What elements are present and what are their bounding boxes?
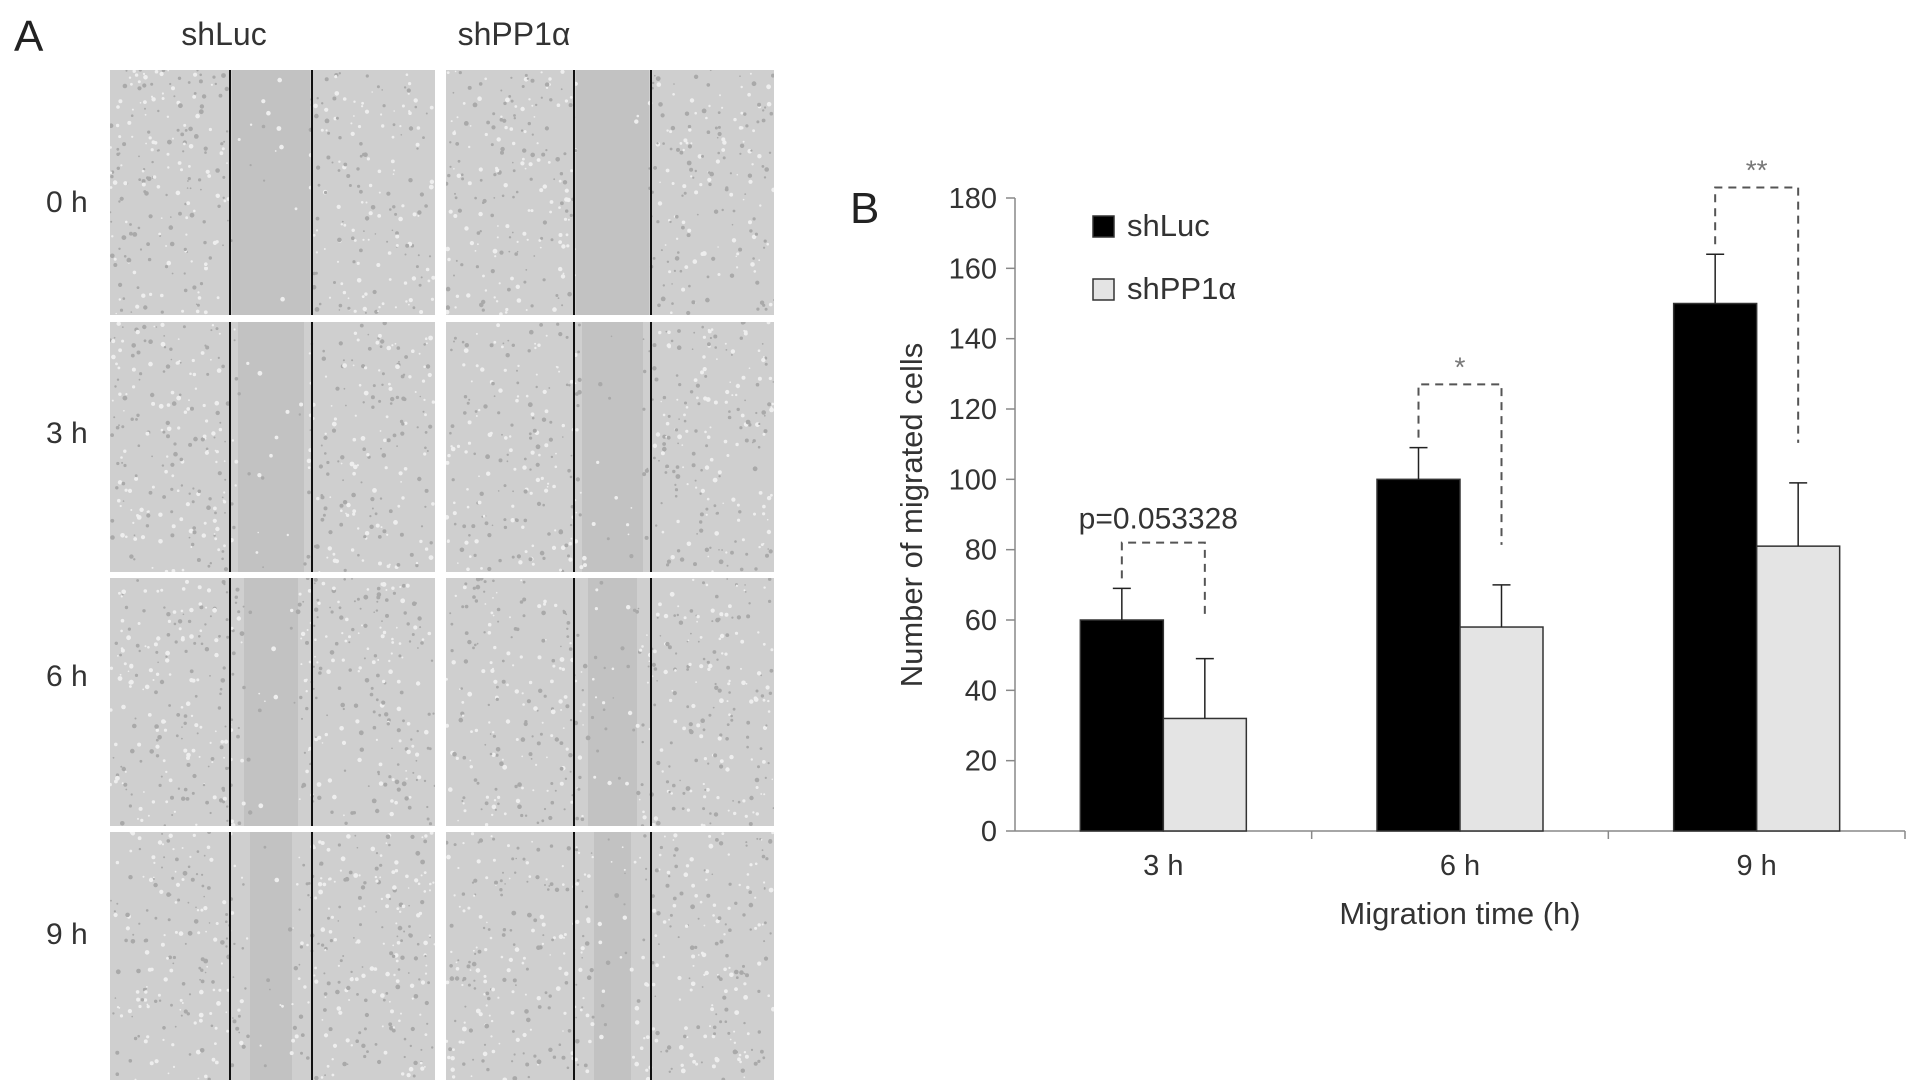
microscopy-image-shpp1a-row1 (446, 322, 774, 572)
microscopy-image-shluc-row0 (110, 70, 435, 315)
row-label-6h: 6 h (46, 660, 88, 693)
x-tick-label-2: 9 h (1737, 850, 1777, 882)
significance-bracket-2 (1714, 186, 1800, 443)
row-label-3h: 3 h (46, 417, 88, 450)
legend-swatch-1 (1092, 278, 1115, 301)
microscopy-image-shpp1a-row0 (446, 70, 774, 315)
bar-1-2 (1755, 545, 1841, 832)
significance-label-2: ** (1746, 154, 1768, 185)
microscopy-image-shluc-row1 (110, 322, 435, 572)
column-label-shpp1a: shPP1α (457, 16, 571, 52)
y-axis-title: Number of migrated cells (894, 343, 929, 688)
panel-a-letter: A (14, 12, 44, 61)
y-tick-label-100: 100 (949, 464, 997, 496)
panel-b-letter: B (850, 184, 880, 233)
significance-bracket-0 (1120, 541, 1206, 619)
significance-bracket-1 (1417, 383, 1503, 545)
microscopy-image-shpp1a-row2 (446, 578, 774, 826)
y-tick-label-40: 40 (965, 675, 997, 707)
legend-swatch-0 (1092, 215, 1115, 238)
y-tick-label-60: 60 (965, 605, 997, 637)
bar-1-0 (1162, 717, 1248, 832)
row-label-0h: 0 h (46, 186, 88, 219)
y-tick-label-120: 120 (949, 394, 997, 426)
microscopy-image-shpp1a-row3 (446, 832, 774, 1080)
significance-label-1: * (1455, 351, 1466, 382)
microscopy-image-shluc-row3 (110, 832, 435, 1080)
x-tick-label-0: 3 h (1143, 850, 1183, 882)
y-tick-label-80: 80 (965, 535, 997, 567)
y-tick-label-180: 180 (949, 183, 997, 215)
y-tick-label-20: 20 (965, 746, 997, 778)
significance-label-0: p=0.053328 (1079, 503, 1238, 536)
column-label-shluc: shLuc (181, 16, 267, 52)
bar-1-1 (1459, 626, 1544, 832)
microscopy-image-shluc-row2 (110, 578, 435, 826)
legend-label-1: shPP1α (1127, 271, 1236, 306)
legend-label-0: shLuc (1127, 208, 1210, 243)
y-tick-label-160: 160 (949, 253, 997, 285)
x-tick-label-1: 6 h (1440, 850, 1480, 882)
bar-0-2 (1672, 302, 1758, 832)
x-axis-title: Migration time (h) (1339, 896, 1580, 931)
y-tick-label-0: 0 (981, 816, 997, 848)
bar-0-0 (1079, 619, 1165, 832)
bar-0-1 (1376, 478, 1461, 832)
row-label-9h: 9 h (46, 918, 88, 951)
y-tick-label-140: 140 (949, 324, 997, 356)
